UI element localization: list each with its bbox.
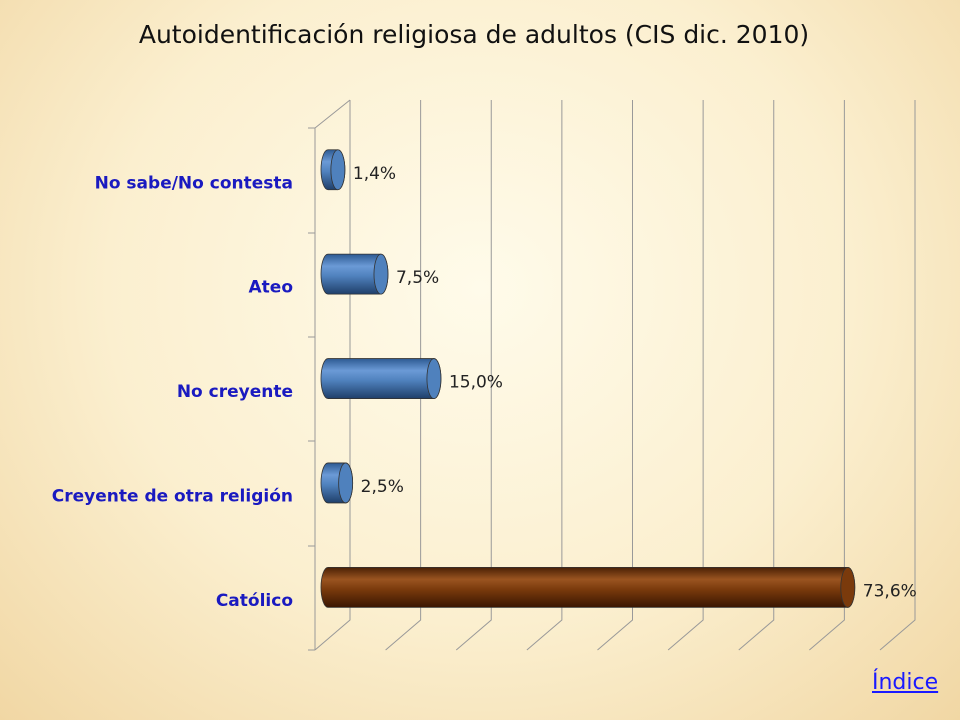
grid-line (809, 100, 845, 651)
category-label: Católico (216, 591, 293, 611)
grid-line (738, 100, 775, 651)
bar-cap (330, 149, 346, 191)
bar-cap (373, 253, 389, 295)
bar (320, 566, 856, 608)
axis-edge (314, 99, 351, 129)
grid-line (526, 100, 563, 651)
bar-cap (338, 462, 354, 504)
bar (320, 358, 442, 399)
value-label: 73,6% (863, 581, 917, 601)
bar-cap (426, 358, 442, 399)
axes (308, 99, 351, 651)
grid-line (385, 100, 422, 651)
bar-cap (840, 566, 856, 608)
value-label: 2,5% (361, 477, 404, 497)
category-label: Creyente de otra religión (52, 487, 293, 507)
grid-line (455, 100, 492, 651)
grid-line (597, 100, 633, 651)
category-label: No sabe/No contesta (95, 173, 293, 193)
category-label: Ateo (249, 278, 294, 298)
value-label: 7,5% (396, 268, 439, 288)
index-link[interactable]: Índice (872, 670, 939, 695)
category-label: No creyente (177, 382, 293, 402)
value-label: 15,0% (449, 373, 503, 393)
chart-title: Autoidentificación religiosa de adultos … (139, 20, 809, 49)
grid-line (667, 100, 704, 651)
value-label: 1,4% (353, 164, 396, 184)
grid-line (879, 100, 916, 651)
